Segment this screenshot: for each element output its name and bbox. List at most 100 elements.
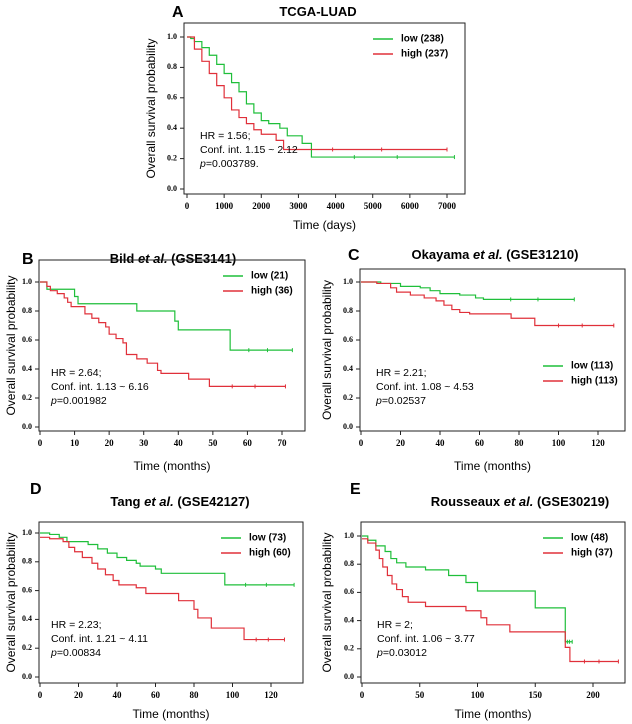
y-tick-label: 0.6	[22, 335, 32, 344]
p-value-text: p=0.00834	[50, 647, 101, 659]
panel-label: D	[30, 481, 42, 498]
x-tick-label: 60	[243, 438, 253, 448]
confidence-interval-text: Conf. int. 1.15 ~ 2.12	[200, 144, 298, 156]
panel-label: E	[350, 481, 361, 498]
plot-frame	[38, 259, 306, 432]
p-value: =0.00834	[57, 647, 101, 659]
legend-label-high: high (37)	[571, 548, 613, 559]
chart-panel-c: C Okayama et al. (GSE31210) 0.0 0.2 0.4 0.6 0.…	[320, 247, 626, 473]
chart-title-prefix: TCGA-LUAD	[279, 4, 356, 19]
x-axis-label: Time (months)	[454, 459, 531, 473]
chart-panel-a: A TCGA-LUAD 0.0 0.2 0.4 0.6 0.8 1.0 0 1000 2000 300…	[144, 4, 466, 232]
x-tick-label: 150	[529, 690, 543, 700]
x-tick-label: 20	[105, 438, 115, 448]
chart-title: TCGA-LUAD	[279, 4, 356, 19]
x-tick-label: 0	[360, 690, 365, 700]
legend-label-low: low (21)	[251, 271, 288, 282]
y-tick-label: 0.4	[22, 364, 32, 373]
x-tick-label: 120	[591, 438, 605, 448]
hazard-ratio-text: HR = 2;	[377, 619, 413, 631]
legend-label-high: high (36)	[251, 286, 293, 297]
legend-label-low: low (238)	[401, 34, 444, 45]
x-tick-label: 100	[552, 438, 566, 448]
x-tick-label: 0	[38, 438, 43, 448]
chart-title-suffix: (GSE31210)	[503, 247, 579, 262]
y-tick-label: 0.8	[22, 306, 32, 315]
chart-title-suffix: (GSE42127)	[174, 494, 250, 509]
y-tick-label: 0.0	[343, 422, 353, 431]
panel-label: C	[348, 247, 360, 264]
hazard-ratio-text: HR = 2.64;	[51, 367, 102, 379]
plot-frame	[183, 22, 466, 195]
x-tick-label: 100	[226, 690, 240, 700]
y-tick-label: 0.2	[22, 393, 32, 402]
chart-title-suffix: (GSE3141)	[168, 251, 237, 266]
y-tick-label: 0.4	[167, 123, 177, 132]
y-tick-label: 1.0	[22, 528, 32, 537]
chart-title-prefix: Rousseaux	[431, 494, 504, 509]
survival-curve-high	[362, 538, 619, 663]
x-tick-label: 20	[396, 438, 406, 448]
x-tick-label: 6000	[401, 201, 420, 211]
y-tick-label: 0.6	[343, 335, 353, 344]
survival-curve-high	[40, 281, 286, 387]
y-tick-label: 0.2	[344, 644, 354, 653]
legend-label-high: high (60)	[249, 548, 291, 559]
chart-title-prefix: Okayama	[412, 247, 473, 262]
chart-title: Rousseaux et al. (GSE30219)	[431, 494, 609, 509]
x-tick-label: 40	[436, 438, 446, 448]
x-tick-label: 20	[74, 690, 84, 700]
y-tick-label: 0.0	[344, 672, 354, 681]
y-tick-label: 1.0	[344, 531, 354, 540]
survival-curve-low	[40, 281, 293, 351]
legend-label-high: high (237)	[401, 49, 448, 60]
y-tick-label: 0.0	[22, 672, 32, 681]
legend-label-high: high (113)	[571, 376, 618, 387]
y-tick-label: 0.2	[167, 153, 177, 162]
plot-frame	[360, 521, 626, 684]
y-tick-label: 0.8	[343, 306, 353, 315]
chart-title-prefix: Bild	[110, 251, 138, 266]
survival-curve-high	[361, 281, 614, 327]
chart-title-italic: et al.	[473, 247, 503, 262]
x-tick-label: 200	[586, 690, 600, 700]
p-value: =0.003789.	[206, 158, 259, 170]
chart-title-italic: et al.	[144, 494, 174, 509]
p-label: p	[50, 647, 57, 659]
x-tick-label: 100	[471, 690, 485, 700]
x-axis-label: Time (months)	[134, 459, 211, 473]
p-label: p	[375, 395, 382, 407]
y-tick-label: 0.4	[343, 364, 353, 373]
y-tick-label: 0.6	[22, 585, 32, 594]
x-tick-label: 0	[38, 690, 43, 700]
chart-title-italic: et al.	[138, 251, 168, 266]
confidence-interval-text: Conf. int. 1.06 ~ 3.77	[377, 633, 475, 645]
confidence-interval-text: Conf. int. 1.13 ~ 6.16	[51, 381, 149, 393]
p-label: p	[50, 395, 57, 407]
x-tick-label: 50	[415, 690, 425, 700]
x-tick-label: 3000	[289, 201, 308, 211]
survival-curve-low	[362, 535, 573, 643]
x-axis-label: Time (months)	[133, 707, 210, 721]
y-axis-label: Overall survival probability	[320, 280, 334, 420]
survival-curve-low	[187, 36, 455, 158]
hazard-ratio-text: HR = 2.23;	[51, 619, 102, 631]
p-value-text: p=0.02537	[375, 395, 426, 407]
chart-title: Bild et al. (GSE3141)	[110, 251, 236, 266]
p-value-text: p=0.001982	[50, 395, 107, 407]
y-tick-label: 0.0	[22, 422, 32, 431]
x-tick-label: 30	[139, 438, 149, 448]
hazard-ratio-text: HR = 1.56;	[200, 130, 251, 142]
x-tick-label: 60	[151, 690, 161, 700]
x-axis-label: Time (months)	[455, 707, 532, 721]
y-axis-label: Overall survival probability	[4, 532, 18, 672]
x-tick-label: 70	[278, 438, 288, 448]
chart-panel-e: E Rousseaux et al. (GSE30219) 0.0 0.2 0.4 0.6…	[320, 481, 626, 721]
x-tick-label: 10	[70, 438, 80, 448]
y-tick-label: 0.6	[167, 93, 177, 102]
y-tick-label: 1.0	[22, 277, 32, 286]
x-tick-label: 0	[359, 438, 364, 448]
y-axis-label: Overall survival probability	[144, 38, 158, 178]
chart-panel-d: D Tang et al. (GSE42127) 0.0 0.2 0.4 0.6 0.8 1.…	[4, 481, 304, 721]
